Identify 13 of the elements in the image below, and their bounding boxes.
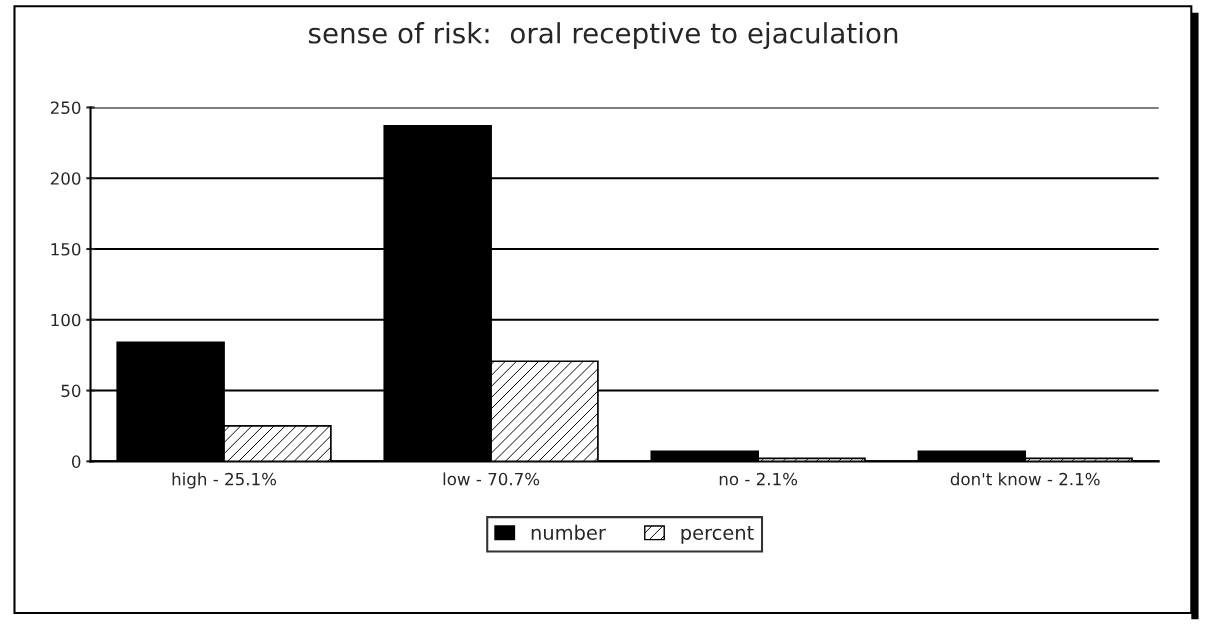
x-tick-label: low - 70.7% — [443, 472, 540, 486]
y-tick-label: 50 — [61, 384, 81, 398]
y-tick-label: 200 — [50, 172, 81, 185]
x-tick-label: high - 25.1% — [172, 472, 277, 489]
y-tick-label: 250 — [50, 101, 81, 115]
y-tick-label: 150 — [51, 242, 81, 256]
legend-label: percent — [681, 525, 754, 544]
y-tick-label: 0 — [71, 455, 81, 468]
y-tick-label: 100 — [51, 313, 81, 327]
legend-label: number — [531, 524, 606, 540]
x-tick-label: don't know - 2.1% — [950, 472, 1100, 486]
chart-title: sense of risk: oral receptive to ejaculation — [308, 22, 898, 49]
x-tick-label: no - 2.1% — [719, 472, 798, 486]
